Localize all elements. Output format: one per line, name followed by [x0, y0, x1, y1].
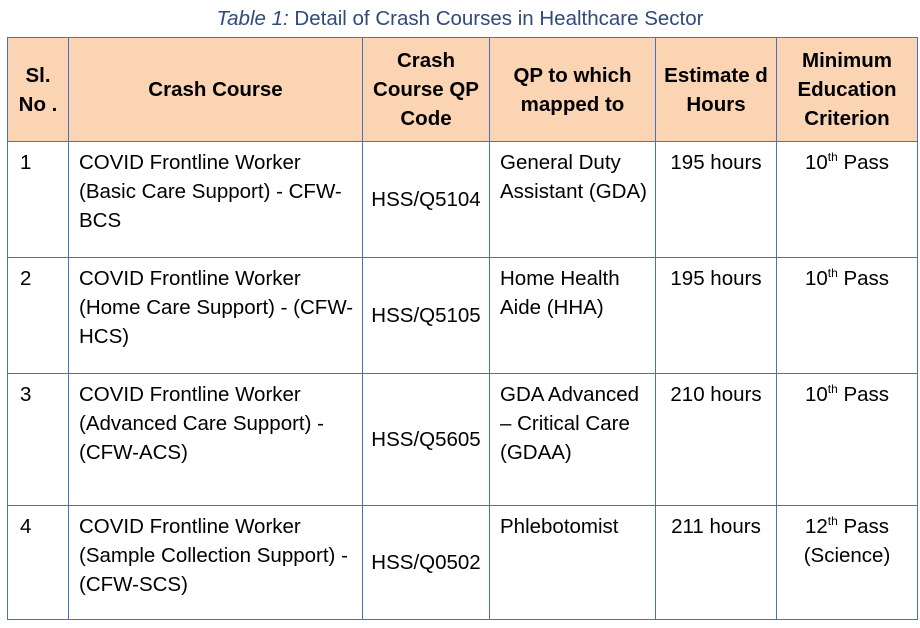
header-qp-mapped: QP to which mapped to: [489, 37, 656, 142]
edu-number: 10: [804, 383, 828, 406]
header-qp-code: Crash Course QP Code: [362, 37, 490, 142]
edu-text: Pass: [837, 151, 890, 174]
cell-qp-mapped: GDA Advanced – Critical Care (GDAA): [489, 373, 656, 506]
edu-text: Pass: [837, 383, 890, 406]
edu-number: 12: [804, 515, 828, 538]
header-crash-course: Crash Course: [68, 37, 363, 142]
cell-education: 10th Pass: [776, 257, 918, 374]
cell-qp-code: HSS/Q5105: [362, 257, 490, 374]
cell-crash-course: COVID Frontline Worker (Advanced Care Su…: [68, 373, 363, 506]
header-min-education: Minimum Education Criterion: [776, 37, 918, 142]
table-row: 2 COVID Frontline Worker (Home Care Supp…: [7, 257, 918, 374]
edu-ordinal: th: [827, 266, 838, 281]
cell-qp-code: HSS/Q0502: [362, 505, 490, 620]
crash-courses-table: Sl. No . Crash Course Crash Course QP Co…: [7, 37, 918, 620]
edu-text: Pass (Science): [803, 515, 891, 567]
cell-qp-code: HSS/Q5104: [362, 141, 490, 258]
header-estimated-hours: Estimate d Hours: [655, 37, 777, 142]
cell-education: 10th Pass: [776, 141, 918, 258]
cell-sl-no: 3: [7, 373, 69, 506]
edu-number: 10: [804, 267, 828, 290]
cell-hours: 211 hours: [655, 505, 777, 620]
table-caption: Table 1: Detail of Crash Courses in Heal…: [0, 6, 920, 32]
cell-education: 10th Pass: [776, 373, 918, 506]
cell-qp-mapped: General Duty Assistant (GDA): [489, 141, 656, 258]
table-row: 3 COVID Frontline Worker (Advanced Care …: [7, 373, 918, 506]
edu-text: Pass: [837, 267, 890, 290]
cell-hours: 210 hours: [655, 373, 777, 506]
cell-qp-mapped: Home Health Aide (HHA): [489, 257, 656, 374]
caption-text: Detail of Crash Courses in Healthcare Se…: [288, 7, 704, 30]
cell-crash-course: COVID Frontline Worker (Home Care Suppor…: [68, 257, 363, 374]
cell-crash-course: COVID Frontline Worker (Basic Care Suppo…: [68, 141, 363, 258]
cell-hours: 195 hours: [655, 257, 777, 374]
edu-ordinal: th: [827, 150, 838, 165]
edu-ordinal: th: [827, 514, 838, 529]
header-row: Sl. No . Crash Course Crash Course QP Co…: [7, 37, 918, 142]
cell-sl-no: 2: [7, 257, 69, 374]
cell-sl-no: 1: [7, 141, 69, 258]
cell-hours: 195 hours: [655, 141, 777, 258]
caption-lead: Table 1:: [216, 7, 289, 30]
table-row: 4 COVID Frontline Worker (Sample Collect…: [7, 505, 918, 620]
cell-qp-mapped: Phlebotomist: [489, 505, 656, 620]
cell-qp-code: HSS/Q5605: [362, 373, 490, 506]
cell-sl-no: 4: [7, 505, 69, 620]
cell-education: 12th Pass (Science): [776, 505, 918, 620]
table-row: 1 COVID Frontline Worker (Basic Care Sup…: [7, 141, 918, 258]
header-sl-no: Sl. No .: [7, 37, 69, 142]
edu-ordinal: th: [827, 382, 838, 397]
cell-crash-course: COVID Frontline Worker (Sample Collectio…: [68, 505, 363, 620]
edu-number: 10: [804, 151, 828, 174]
